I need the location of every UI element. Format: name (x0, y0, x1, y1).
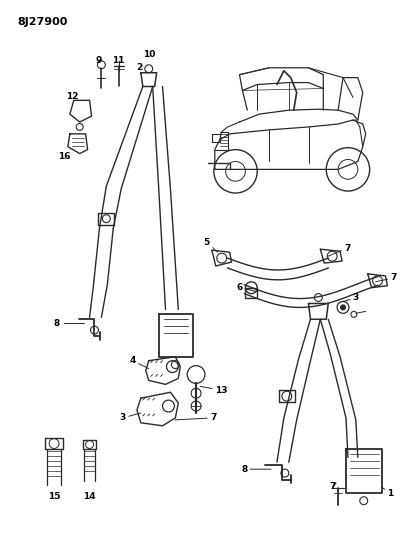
Text: 11: 11 (112, 56, 125, 66)
Text: 16: 16 (58, 152, 70, 161)
Text: 7: 7 (328, 244, 350, 256)
Text: 3: 3 (353, 293, 359, 302)
Text: 13: 13 (200, 386, 227, 395)
Text: 8J27900: 8J27900 (18, 18, 68, 28)
Text: 14: 14 (83, 492, 96, 501)
Text: 12: 12 (66, 92, 78, 101)
Text: 8: 8 (241, 465, 271, 474)
Text: 7: 7 (175, 414, 216, 422)
Text: 10: 10 (143, 51, 155, 60)
Text: 5: 5 (204, 238, 218, 252)
Text: 6: 6 (236, 283, 257, 292)
Text: 9: 9 (95, 56, 102, 66)
Text: 1: 1 (382, 487, 394, 498)
Circle shape (341, 305, 345, 310)
Text: 7: 7 (330, 482, 336, 491)
Text: 2: 2 (136, 63, 142, 72)
Text: 8: 8 (54, 319, 60, 328)
Text: 15: 15 (48, 492, 60, 501)
Text: 7: 7 (376, 273, 397, 282)
Text: 3: 3 (120, 413, 141, 422)
Text: 4: 4 (129, 356, 149, 369)
